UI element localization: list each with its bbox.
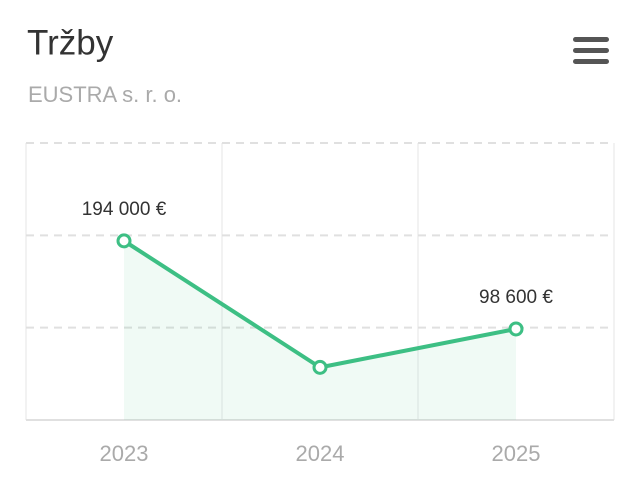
menu-bar[interactable] (573, 48, 609, 53)
x-tick-label: 2025 (492, 441, 541, 466)
chart-subtitle: EUSTRA s. r. o. (28, 82, 182, 107)
marker (116, 233, 132, 249)
menu-bar[interactable] (573, 37, 609, 42)
menu-bar[interactable] (573, 59, 609, 64)
area (124, 240, 516, 420)
marker (508, 321, 524, 337)
menu-button[interactable] (573, 37, 609, 64)
data-label: 98 600 € (479, 287, 553, 308)
x-tick-label: 2024 (296, 441, 345, 466)
marker (312, 359, 328, 375)
chart-title: Tržby (27, 23, 114, 62)
data-label: 194 000 € (82, 199, 167, 220)
x-tick-label: 2023 (100, 441, 149, 466)
